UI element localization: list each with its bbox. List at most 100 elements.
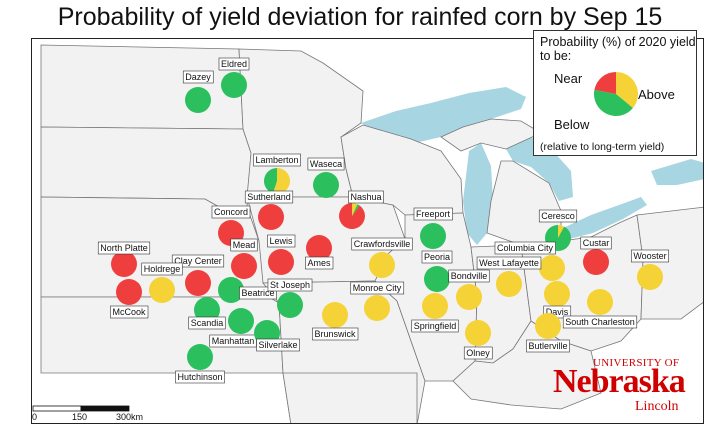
- site-pie-dazey: [185, 87, 211, 113]
- site-monroe-city: Monroe City: [350, 281, 405, 321]
- site-pie-davis: [544, 281, 570, 307]
- site-label-waseca: Waseca: [310, 159, 342, 169]
- legend-pie-slice-near: [616, 72, 638, 109]
- site-pie-mead: [231, 253, 257, 279]
- site-label-box-columbia-city: [494, 241, 556, 255]
- site-lewis: Lewis: [267, 234, 296, 275]
- site-label-nashua: Nashua: [350, 192, 381, 202]
- site-pie-north-platte: [111, 251, 137, 277]
- site-label-box-mccook: [110, 305, 149, 319]
- site-label-holdrege: Holdrege: [144, 264, 181, 274]
- site-manhattan-slice-above: [228, 308, 254, 334]
- legend: Probability (%) of 2020 yield to be: Nea…: [533, 30, 697, 156]
- site-north-platte: North Platte: [97, 241, 151, 277]
- site-label-box-peoria: [421, 250, 453, 264]
- site-pie-freeport: [420, 223, 446, 249]
- great-lakes: [361, 87, 703, 245]
- site-label-south-charleston: South Charleston: [565, 317, 635, 327]
- site-label-box-dazey: [182, 70, 214, 84]
- site-lamberton-slice-above: [263, 168, 277, 194]
- sites-layer: Eldred Dazey Lamberton Waseca Sutherland Nash…: [97, 57, 669, 384]
- site-crawfordsville-slice-near: [369, 252, 395, 278]
- site-holdrege: Holdrege: [141, 262, 183, 303]
- site-pie-wooster: [637, 264, 663, 290]
- site-springfield-slice-near: [422, 293, 448, 319]
- site-label-box-lamberton: [253, 153, 301, 167]
- site-pie-st-joseph: [277, 292, 303, 318]
- site-label-lamberton: Lamberton: [255, 155, 298, 165]
- site-label-box-olney: [463, 346, 493, 360]
- scale-label-0: 0: [32, 412, 38, 422]
- site-custar: Custar: [580, 236, 612, 275]
- site-pie-nashua: [338, 203, 365, 229]
- site-wooster: Wooster: [631, 249, 669, 290]
- site-pie-west-lafayette: [496, 271, 522, 297]
- site-label-springfield: Springfield: [414, 321, 457, 331]
- site-label-beatrice: Beatrice: [241, 288, 274, 298]
- site-label-mccook: McCook: [112, 307, 146, 317]
- site-mead: Mead: [230, 238, 258, 279]
- site-pie-eldred: [221, 72, 247, 98]
- lake-superior: [361, 87, 526, 142]
- site-label-box-lewis: [267, 234, 296, 248]
- site-hutchinson: Hutchinson: [175, 344, 225, 384]
- site-label-box-crawfordsville: [351, 237, 413, 251]
- state-oklahoma-arkansas: [282, 372, 418, 423]
- site-custar-slice-below: [583, 249, 609, 275]
- site-sutherland-slice-below: [258, 204, 284, 230]
- site-sutherland: Sutherland: [244, 190, 294, 230]
- site-label-box-west-lafayette: [476, 256, 542, 270]
- site-pie-beatrice: [218, 277, 244, 303]
- site-north-platte-slice-below: [111, 251, 137, 277]
- legend-pie-slice-above: [594, 89, 633, 116]
- site-nashua-slice-near: [352, 203, 358, 216]
- site-label-box-nashua: [348, 190, 384, 204]
- site-label-box-holdrege: [141, 262, 183, 276]
- site-pie-peoria: [424, 266, 450, 292]
- site-columbia-city-slice-near: [539, 255, 565, 281]
- state-minnesota: [238, 48, 364, 198]
- site-pie-holdrege: [149, 277, 175, 303]
- site-nashua-slice-above: [352, 204, 360, 216]
- site-label-north-platte: North Platte: [100, 243, 148, 253]
- site-crawfordsville: Crawfordsville: [351, 237, 413, 278]
- site-pie-columbia-city: [539, 255, 565, 281]
- site-west-lafayette: West Lafayette: [476, 256, 542, 297]
- site-pie-bondville: [456, 284, 482, 310]
- site-label-box-mead: [230, 238, 258, 252]
- site-ames-slice-below: [306, 235, 332, 261]
- site-waseca-slice-above: [313, 172, 339, 198]
- site-label-clay-center: Clay Center: [174, 256, 222, 266]
- site-label-box-waseca: [307, 157, 345, 171]
- map-title: Probability of yield deviation for rainf…: [57, 3, 663, 31]
- site-label-olney: Olney: [466, 348, 490, 358]
- state-south-dakota: [40, 126, 252, 208]
- site-label-box-scandia: [188, 316, 226, 330]
- site-label-box-hutchinson: [175, 370, 225, 384]
- site-pie-clay-center: [185, 270, 211, 296]
- site-holdrege-slice-near: [149, 277, 175, 303]
- site-label-brunswick: Brunswick: [314, 329, 356, 339]
- site-label-silverlake: Silverlake: [258, 340, 297, 350]
- site-st-joseph: St Joseph: [267, 278, 313, 318]
- site-label-box-brunswick: [312, 327, 359, 341]
- site-pie-butlerville: [535, 313, 561, 339]
- site-pie-manhattan: [228, 308, 254, 334]
- legend-above-label: Above: [638, 87, 675, 102]
- site-pie-lamberton: [263, 168, 290, 194]
- site-davis: Davis: [543, 281, 572, 319]
- scale-bar-graphic: [32, 405, 130, 412]
- site-pie-sutherland: [258, 204, 284, 230]
- site-south-charleston-slice-near: [587, 289, 613, 315]
- site-label-ames: Ames: [307, 258, 331, 268]
- state-pennsylvania: [636, 206, 703, 320]
- site-dazey-slice-above: [185, 87, 211, 113]
- site-pie-crawfordsville: [369, 252, 395, 278]
- logo-university-of: UNIVERSITY OF: [593, 357, 680, 369]
- site-label-west-lafayette: West Lafayette: [479, 258, 539, 268]
- site-label-box-north-platte: [97, 241, 151, 255]
- site-eldred-slice-above: [221, 72, 247, 98]
- site-label-columbia-city: Columbia City: [497, 243, 554, 253]
- site-label-box-bondville: [448, 269, 490, 283]
- site-label-crawfordsville: Crawfordsville: [354, 239, 411, 249]
